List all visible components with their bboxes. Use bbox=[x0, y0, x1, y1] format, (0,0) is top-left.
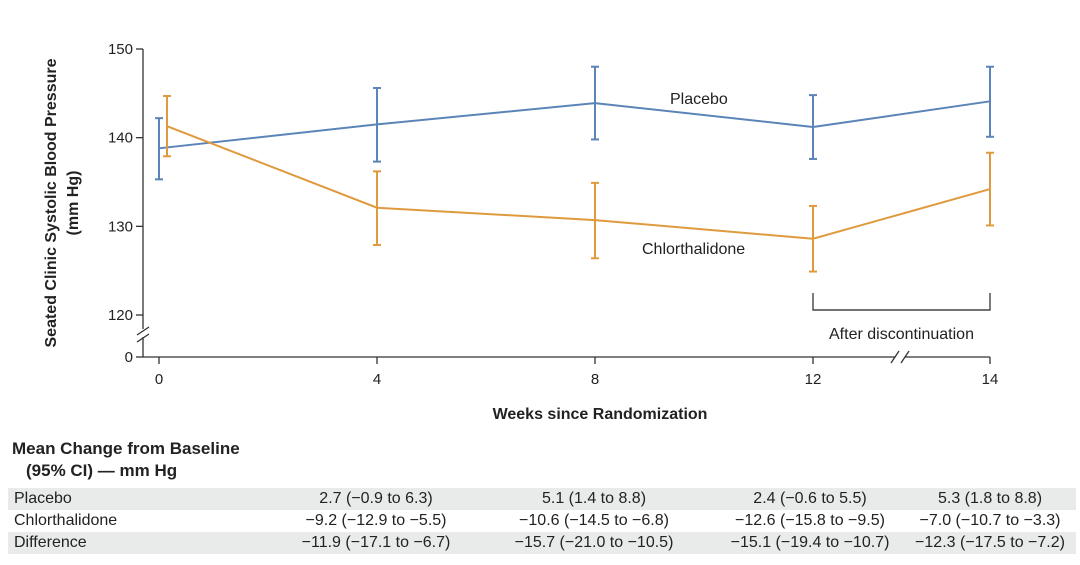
x-axis-break-mark bbox=[900, 350, 910, 364]
row-label: Chlorthalidone bbox=[14, 512, 118, 529]
y-tick-label: 130 bbox=[108, 218, 133, 235]
table-row-placebo: Placebo 2.7 (−0.9 to 6.3) 5.1 (1.4 to 8.… bbox=[8, 488, 1076, 510]
table-title-line2: (95% CI) — mm Hg bbox=[26, 461, 178, 480]
series-layer bbox=[155, 65, 994, 273]
y-tick-label-zero: 0 bbox=[125, 349, 133, 366]
axes: 120 130 140 150 0 0 4 8 12 14 bbox=[108, 41, 998, 388]
y-tick-label: 120 bbox=[108, 307, 133, 324]
table-cell: 2.4 (−0.6 to 5.5) bbox=[753, 490, 867, 507]
after-discontinuation-label: After discontinuation bbox=[829, 326, 974, 343]
x-tick-label: 8 bbox=[591, 371, 599, 388]
table-cell: −15.7 (−21.0 to −10.5) bbox=[514, 534, 674, 551]
table-cell: −12.3 (−17.5 to −7.2) bbox=[915, 534, 1065, 551]
table-cell: −11.9 (−17.1 to −6.7) bbox=[301, 534, 451, 551]
row-label: Placebo bbox=[14, 490, 72, 507]
series-placebo bbox=[155, 65, 994, 181]
line-chart: 120 130 140 150 0 0 4 8 12 14 Seated Clinic Systo… bbox=[43, 41, 998, 423]
series-line-chlorthalidone bbox=[166, 125, 991, 240]
table-cell: −12.6 (−15.8 to −9.5) bbox=[735, 512, 885, 529]
x-axis-title: Weeks since Randomization bbox=[493, 406, 708, 423]
series-label-chlorthalidone: Chlorthalidone bbox=[642, 241, 745, 258]
table-cell: −7.0 (−10.7 to −3.3) bbox=[919, 512, 1061, 529]
table-cell: −9.2 (−12.9 to −5.5) bbox=[305, 512, 447, 529]
x-tick-label: 0 bbox=[155, 371, 163, 388]
y-tick-label: 150 bbox=[108, 41, 133, 58]
table-row-chlorthalidone: Chlorthalidone −9.2 (−12.9 to −5.5) −10.… bbox=[8, 510, 1076, 532]
y-axis-title-line1: Seated Clinic Systolic Blood Pressure bbox=[43, 58, 60, 347]
mean-change-table: Placebo 2.7 (−0.9 to 6.3) 5.1 (1.4 to 8.… bbox=[8, 488, 1076, 554]
y-axis-break-mark bbox=[136, 333, 150, 343]
series-line-placebo bbox=[158, 100, 991, 150]
bracket-line bbox=[812, 293, 991, 311]
x-tick-label: 14 bbox=[982, 371, 999, 388]
row-label: Difference bbox=[14, 534, 87, 551]
x-axis-break-mark bbox=[890, 350, 900, 364]
y-axis-break-mark bbox=[136, 326, 150, 336]
table-title: Mean Change from Baseline (95% CI) — mm … bbox=[12, 438, 240, 482]
x-tick-label: 12 bbox=[805, 371, 822, 388]
table-cell: 5.3 (1.8 to 8.8) bbox=[937, 490, 1043, 507]
series-label-placebo: Placebo bbox=[670, 91, 728, 108]
table-title-line1: Mean Change from Baseline bbox=[12, 439, 240, 458]
y-tick-label: 140 bbox=[108, 130, 133, 147]
after-discontinuation-bracket: After discontinuation bbox=[812, 293, 991, 343]
table-cell: −15.1 (−19.4 to −10.7) bbox=[730, 534, 890, 551]
y-axis-title-line2: (mm Hg) bbox=[65, 171, 82, 236]
series-chlorthalidone bbox=[163, 94, 994, 273]
table-cell: −10.6 (−14.5 to −6.8) bbox=[519, 512, 669, 529]
x-tick-label: 4 bbox=[373, 371, 381, 388]
table-cell: 2.7 (−0.9 to 6.3) bbox=[319, 490, 433, 507]
table-row-difference: Difference −11.9 (−17.1 to −6.7) −15.7 (… bbox=[8, 532, 1076, 554]
table-cell: 5.1 (1.4 to 8.8) bbox=[541, 490, 647, 507]
